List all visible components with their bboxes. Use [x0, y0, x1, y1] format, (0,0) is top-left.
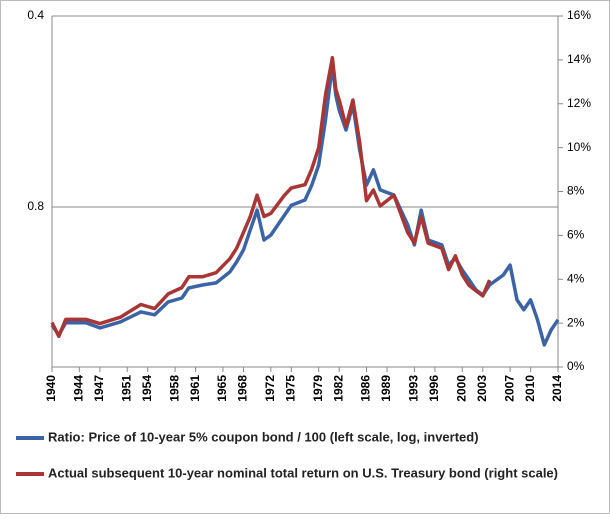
y-tick-label: 0.8 — [27, 199, 44, 213]
legend-label: Ratio: Price of 10-year 5% coupon bond /… — [48, 429, 479, 444]
x-tick-label: 1940 — [44, 375, 58, 402]
y-tick-label: 0.4 — [27, 8, 44, 22]
y2-tick-label: 14% — [567, 52, 591, 66]
x-tick-label: 1947 — [92, 375, 106, 402]
y2-tick-label: 12% — [567, 96, 591, 110]
x-tick-label: 1961 — [188, 375, 202, 402]
x-tick-label: 1993 — [407, 375, 421, 402]
legend: Ratio: Price of 10-year 5% coupon bond /… — [16, 429, 558, 480]
x-tick-label: 1958 — [167, 375, 181, 402]
x-tick-label: 2003 — [475, 375, 489, 402]
y2-tick-label: 16% — [567, 8, 591, 22]
legend-label: Actual subsequent 10-year nominal total … — [48, 465, 558, 480]
x-tick-label: 1989 — [379, 375, 393, 402]
x-tick-label: 1968 — [236, 375, 250, 402]
x-tick-label: 2000 — [454, 375, 468, 402]
y2-tick-label: 0% — [567, 359, 585, 373]
x-tick-label: 1986 — [359, 375, 373, 402]
y2-tick-label: 6% — [567, 228, 585, 242]
x-tick-label: 1996 — [427, 375, 441, 402]
x-tick-label: 1972 — [263, 375, 277, 402]
line-series — [50, 55, 492, 339]
x-tick-label: 2010 — [523, 375, 537, 402]
x-tick-label: 1982 — [331, 375, 345, 402]
y2-tick-label: 8% — [567, 184, 585, 198]
x-tick-label: 2007 — [502, 375, 516, 402]
x-tick-label: 1951 — [119, 375, 133, 402]
y2-tick-label: 10% — [567, 140, 591, 154]
y2-tick-label: 2% — [567, 315, 585, 329]
x-tick-label: 1979 — [311, 375, 325, 402]
x-tick-label: 1944 — [72, 375, 86, 402]
x-tick-label: 1975 — [283, 375, 297, 402]
x-tick-label: 1965 — [215, 375, 229, 402]
x-tick-label: 2014 — [550, 375, 564, 402]
y2-tick-label: 4% — [567, 271, 585, 285]
x-tick-label: 1954 — [140, 375, 154, 402]
